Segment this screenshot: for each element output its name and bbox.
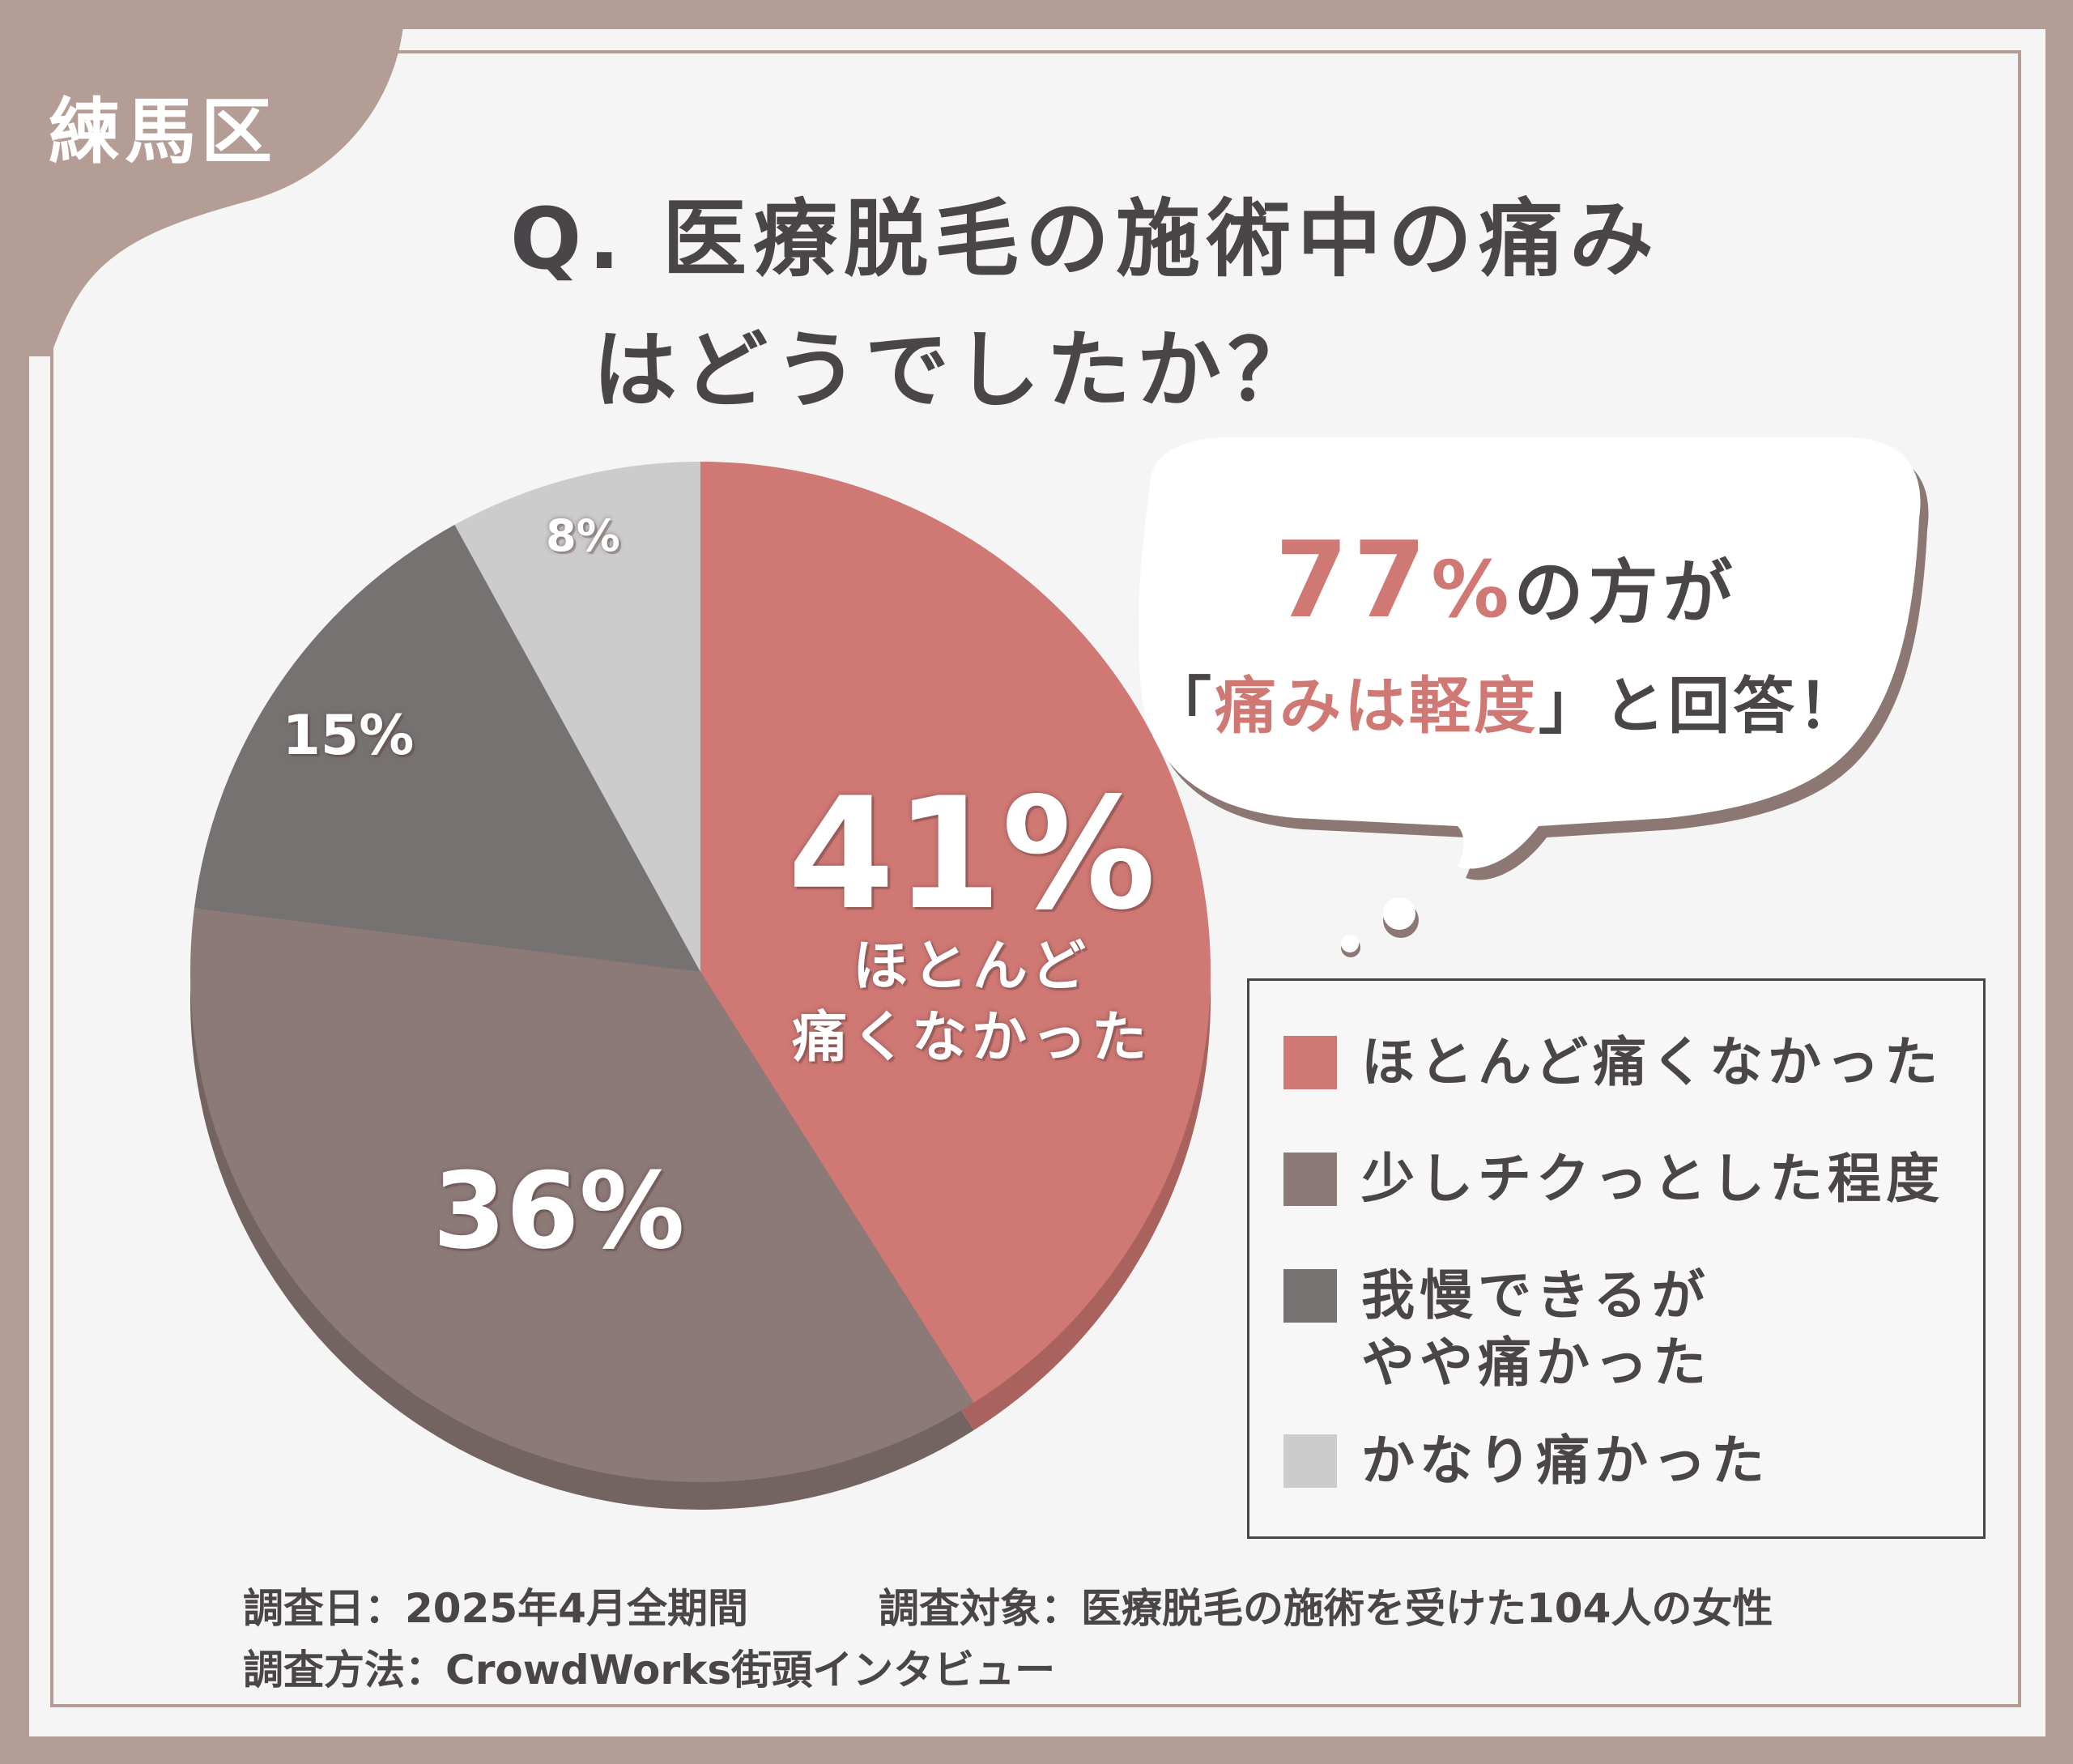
legend-swatch — [1283, 1269, 1337, 1323]
legend-label-line2: やや痛かった — [1361, 1331, 1711, 1394]
legend-swatch — [1283, 1036, 1337, 1089]
slice-sublabel-line2: 痛くなかった — [791, 1006, 1151, 1071]
slice-sublabel-41: ほとんど 痛くなかった — [761, 931, 1182, 1075]
callout-percent-value: 77 — [1275, 518, 1432, 641]
footer-survey-date: 調査日：2025年4月全期間 — [243, 1585, 748, 1632]
legend-label: かなり痛かった — [1361, 1430, 1769, 1492]
callout-line1: 77%の方が — [1134, 518, 1879, 641]
pie-slice-0 — [700, 462, 1211, 1403]
legend-swatch — [1283, 1153, 1337, 1206]
slice-label-41: 41% — [787, 765, 1156, 944]
corner-tab — [0, 0, 405, 356]
pie-slices — [190, 462, 1211, 1483]
legend-swatch — [1283, 1434, 1337, 1488]
callout-percent: 77% — [1275, 518, 1513, 641]
slice-label-36: 36% — [432, 1149, 685, 1272]
pie-slice-2 — [194, 524, 700, 972]
footer-survey-method: 調査方法：CrowdWorks街頭インタビュー — [243, 1647, 1056, 1694]
question-title-line2: はどうでしたか？ — [592, 321, 1318, 420]
footer-survey-target: 調査対象：医療脱毛の施術を受けた104人の女性 — [879, 1585, 1773, 1632]
legend-label: ほとんど痛くなかった — [1361, 1031, 1943, 1093]
legend-label: 少しチクっとした程度 — [1361, 1148, 1944, 1210]
slice-sublabel-line1: ほとんど — [853, 935, 1091, 999]
legend-label-line1: 我慢できるが — [1361, 1264, 1710, 1327]
callout-percent-unit: % — [1431, 544, 1514, 635]
callout-close: 」と回答！ — [1539, 670, 1862, 742]
callout-line1-rest: の方が — [1513, 552, 1738, 633]
pie-slice-1 — [190, 908, 974, 1483]
callout-open-bracket: 「 — [1150, 670, 1215, 742]
slice-label-15: 15% — [282, 704, 415, 768]
legend: ほとんど痛くなかった 少しチクっとした程度 我慢できるが やや痛かった かなり痛… — [1247, 978, 1986, 1539]
callout-line2: 「痛みは軽度」と回答！ — [1134, 656, 1879, 745]
bubble-body — [1138, 437, 1921, 869]
inner-frame — [50, 50, 2021, 1707]
pie-slice-3 — [454, 462, 700, 972]
slice-label-8: 8% — [546, 510, 620, 561]
callout-emphasis: 痛みは軽度 — [1215, 670, 1539, 742]
region-tag: 練馬区 — [49, 90, 278, 173]
question-title-line1: Q. 医療脱毛の施術中の痛み — [509, 190, 1661, 288]
legend-label-multiline: 我慢できるが やや痛かった — [1361, 1263, 1977, 1396]
